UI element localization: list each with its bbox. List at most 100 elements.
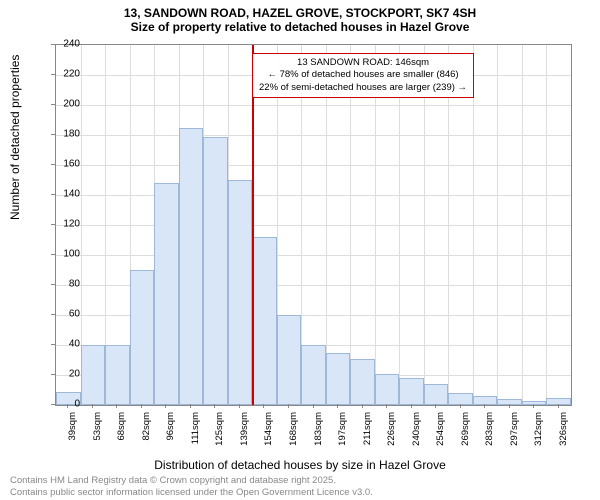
y-tick-label: 200: [55, 99, 80, 110]
grid-line-vertical: [424, 45, 425, 405]
y-tick-label: 240: [55, 39, 80, 50]
annotation-line3: 22% of semi-detached houses are larger (…: [259, 82, 467, 94]
y-tick-mark: [51, 194, 55, 195]
y-tick-label: 220: [55, 69, 80, 80]
y-tick-mark: [51, 314, 55, 315]
histogram-bar: [203, 137, 228, 406]
histogram-bar: [252, 237, 277, 405]
grid-line-horizontal: [56, 195, 571, 196]
histogram-bar: [424, 384, 449, 405]
credits-area: Contains HM Land Registry data © Crown c…: [10, 475, 373, 498]
x-tick-mark: [214, 404, 215, 408]
x-tick-label: 125sqm: [214, 412, 225, 452]
x-tick-label: 96sqm: [165, 412, 176, 452]
grid-line-horizontal: [56, 135, 571, 136]
y-tick-label: 180: [55, 129, 80, 140]
histogram-bar: [350, 359, 375, 406]
grid-line-vertical: [473, 45, 474, 405]
y-tick-label: 20: [55, 369, 80, 380]
grid-line-horizontal: [56, 255, 571, 256]
grid-line-horizontal: [56, 225, 571, 226]
grid-line-vertical: [522, 45, 523, 405]
y-tick-mark: [51, 104, 55, 105]
y-tick-label: 160: [55, 159, 80, 170]
histogram-bar: [81, 345, 106, 405]
x-tick-mark: [411, 404, 412, 408]
x-tick-label: 39sqm: [67, 412, 78, 452]
grid-line-horizontal: [56, 165, 571, 166]
x-tick-label: 211sqm: [362, 412, 373, 452]
chart-title-line1: 13, SANDOWN ROAD, HAZEL GROVE, STOCKPORT…: [0, 6, 600, 20]
y-tick-mark: [51, 344, 55, 345]
y-axis-label: Number of detached properties: [8, 55, 22, 220]
credits-line2: Contains public sector information licen…: [10, 487, 373, 498]
x-tick-mark: [362, 404, 363, 408]
x-tick-label: 111sqm: [190, 412, 201, 452]
x-tick-mark: [460, 404, 461, 408]
x-tick-label: 53sqm: [92, 412, 103, 452]
y-tick-mark: [51, 284, 55, 285]
histogram-bar: [179, 128, 204, 406]
x-tick-label: 226sqm: [386, 412, 397, 452]
x-tick-mark: [165, 404, 166, 408]
x-tick-mark: [558, 404, 559, 408]
plot-area: 13 SANDOWN ROAD: 146sqm ← 78% of detache…: [55, 44, 572, 406]
histogram-bar: [154, 183, 179, 405]
x-tick-label: 240sqm: [411, 412, 422, 452]
grid-line-vertical: [326, 45, 327, 405]
x-tick-label: 183sqm: [313, 412, 324, 452]
x-tick-mark: [239, 404, 240, 408]
x-tick-mark: [484, 404, 485, 408]
x-tick-label: 297sqm: [509, 412, 520, 452]
grid-line-vertical: [399, 45, 400, 405]
x-tick-label: 154sqm: [263, 412, 274, 452]
x-tick-mark: [313, 404, 314, 408]
x-tick-mark: [190, 404, 191, 408]
histogram-bar: [375, 374, 400, 406]
x-tick-label: 82sqm: [141, 412, 152, 452]
x-tick-label: 168sqm: [288, 412, 299, 452]
grid-line-vertical: [350, 45, 351, 405]
annotation-box: 13 SANDOWN ROAD: 146sqm ← 78% of detache…: [252, 53, 474, 98]
y-tick-mark: [51, 44, 55, 45]
x-tick-mark: [141, 404, 142, 408]
histogram-bar: [277, 315, 302, 405]
grid-line-horizontal: [56, 105, 571, 106]
y-tick-label: 60: [55, 309, 80, 320]
y-tick-mark: [51, 404, 55, 405]
x-tick-label: 197sqm: [337, 412, 348, 452]
y-tick-mark: [51, 254, 55, 255]
y-tick-label: 140: [55, 189, 80, 200]
histogram-bar: [228, 180, 253, 405]
x-tick-label: 68sqm: [116, 412, 127, 452]
grid-line-vertical: [448, 45, 449, 405]
x-tick-label: 326sqm: [558, 412, 569, 452]
x-tick-mark: [386, 404, 387, 408]
histogram-bar: [326, 353, 351, 406]
title-area: 13, SANDOWN ROAD, HAZEL GROVE, STOCKPORT…: [0, 0, 600, 34]
y-tick-mark: [51, 164, 55, 165]
y-tick-mark: [51, 134, 55, 135]
x-tick-mark: [533, 404, 534, 408]
x-tick-mark: [509, 404, 510, 408]
y-tick-label: 120: [55, 219, 80, 230]
x-tick-label: 269sqm: [460, 412, 471, 452]
x-tick-mark: [435, 404, 436, 408]
grid-line-vertical: [497, 45, 498, 405]
x-tick-mark: [337, 404, 338, 408]
x-axis-label: Distribution of detached houses by size …: [0, 458, 600, 472]
x-tick-label: 312sqm: [533, 412, 544, 452]
x-tick-label: 283sqm: [484, 412, 495, 452]
grid-line-vertical: [546, 45, 547, 405]
histogram-bar: [130, 270, 155, 405]
histogram-bar: [105, 345, 130, 405]
chart-title-line2: Size of property relative to detached ho…: [0, 20, 600, 34]
x-tick-mark: [67, 404, 68, 408]
annotation-line1: 13 SANDOWN ROAD: 146sqm: [259, 57, 467, 69]
y-tick-label: 80: [55, 279, 80, 290]
x-tick-mark: [263, 404, 264, 408]
credits-line1: Contains HM Land Registry data © Crown c…: [10, 475, 373, 486]
histogram-bar: [399, 378, 424, 405]
y-tick-label: 100: [55, 249, 80, 260]
histogram-bar: [301, 345, 326, 405]
